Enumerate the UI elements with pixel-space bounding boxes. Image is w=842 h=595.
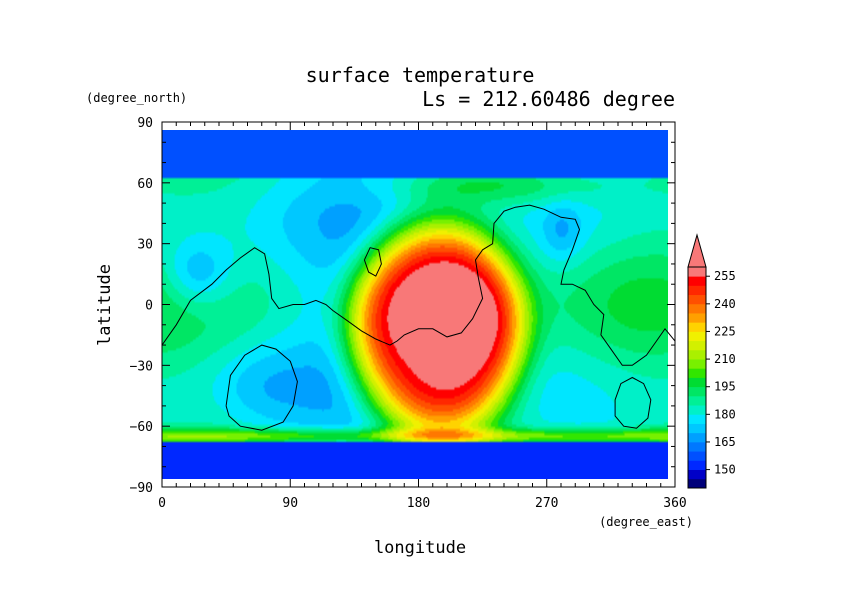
colorbar-swatch: [688, 441, 706, 452]
colorbar-frame: [687, 266, 707, 489]
colorbar-swatch: [688, 405, 706, 415]
chart-title: surface temperature: [306, 63, 535, 87]
colorbar-swatch: [688, 313, 706, 323]
x-axis-label: longitude: [374, 538, 466, 558]
colorbar-swatch: [688, 368, 706, 378]
colorbar-swatch: [688, 303, 706, 314]
colorbar: 150 165 180 195 210 225 240 255: [687, 233, 736, 489]
temperature-field: [162, 130, 668, 479]
x-tick-label: 0: [158, 496, 166, 511]
colorbar-swatch: [688, 395, 706, 406]
colorbar-swatch: [688, 432, 706, 443]
x-axis-units: (degree_east): [599, 515, 693, 529]
contour-dichotomy-boundary: [162, 204, 675, 366]
colorbar-swatch: [688, 478, 706, 489]
colorbar-swatch: [688, 377, 706, 388]
colorbar-swatch: [688, 423, 706, 434]
colorbar-tick-label: 165: [714, 435, 736, 449]
x-axis: 0 90 180 270 360: [158, 122, 687, 511]
x-tick-label: 360: [663, 496, 686, 511]
y-tick-label: −30: [130, 359, 153, 374]
x-tick-label: 90: [282, 496, 298, 511]
contour-lines: [162, 204, 675, 431]
x-tick-label: 180: [407, 496, 430, 511]
colorbar-tick-label: 240: [714, 297, 736, 311]
y-axis-label: latitude: [95, 264, 115, 346]
colorbar-tick-label: 180: [714, 407, 736, 421]
colorbar-swatch: [688, 276, 706, 286]
x-tick-label: 270: [535, 496, 558, 511]
colorbar-swatch: [688, 331, 706, 342]
colorbar-tick-label: 195: [714, 380, 736, 394]
colorbar-tick-label: 255: [714, 269, 736, 283]
colorbar-tick-label: 150: [714, 463, 736, 477]
colorbar-tick-label: 210: [714, 352, 736, 366]
chart-subtitle: Ls = 212.60486 degree: [422, 87, 675, 111]
colorbar-swatch: [688, 460, 706, 470]
colorbar-swatch: [688, 294, 706, 305]
y-tick-label: 0: [145, 299, 153, 314]
colorbar-swatch: [688, 322, 706, 332]
contour-hellas-basin: [225, 344, 298, 431]
colorbar-swatch: [688, 414, 706, 424]
y-axis: 90 60 30 0 −30 −60 −90: [130, 116, 675, 496]
colorbar-extend-arrow: [687, 233, 707, 268]
colorbar-swatch: [688, 469, 706, 480]
contour-elysium-rise: [363, 247, 382, 277]
y-axis-units: (degree_north): [86, 91, 187, 105]
colorbar-swatch: [688, 451, 706, 461]
colorbar-swatch: [688, 386, 706, 397]
y-tick-label: 60: [137, 177, 153, 192]
colorbar-swatch: [688, 267, 706, 277]
colorbar-swatch: [688, 349, 706, 360]
y-tick-label: 90: [137, 116, 153, 131]
heatmap-field: [162, 122, 675, 487]
y-tick-label: −90: [130, 481, 153, 496]
colorbar-swatch: [688, 285, 706, 296]
y-tick-label: −60: [130, 420, 153, 435]
colorbar-tick-label: 225: [714, 324, 736, 338]
colorbar-swatch: [688, 359, 706, 369]
contour-argyre-basin: [614, 376, 652, 429]
colorbar-swatch: [688, 340, 706, 351]
y-tick-label: 30: [137, 238, 153, 253]
